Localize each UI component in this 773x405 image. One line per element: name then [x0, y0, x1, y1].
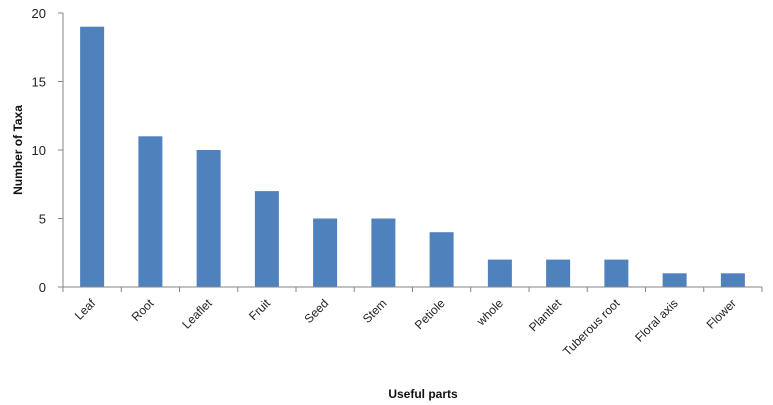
y-axis: 0 5 10 15 20: [32, 6, 64, 295]
y-tick-label: 0: [39, 280, 46, 295]
bar: [371, 218, 396, 287]
bar: [429, 232, 454, 287]
y-axis-title: Number of Taxa: [11, 105, 25, 195]
x-tick-label: Petiole: [412, 296, 448, 332]
x-axis: Leaf Root Leaflet Fruit Seed Stem Petiole whole…: [62, 286, 763, 359]
bars: [80, 26, 745, 287]
bar: [487, 259, 512, 287]
bar: [604, 259, 629, 287]
x-tick-label: Stem: [360, 296, 390, 326]
bar: [313, 218, 338, 287]
y-tick-label: 10: [32, 143, 46, 158]
bar: [720, 273, 745, 287]
bar: [546, 259, 571, 287]
x-axis-title: Useful parts: [388, 387, 458, 401]
y-tick-label: 5: [39, 212, 46, 227]
bar: [254, 191, 279, 287]
x-tick-label: Leaflet: [179, 296, 215, 332]
x-tick-label: Plantlet: [526, 296, 565, 335]
x-tick-label: Root: [129, 296, 157, 324]
x-tick-label: Floral axis: [632, 296, 681, 345]
x-tick-label: Seed: [302, 296, 332, 326]
y-tick-label: 15: [32, 75, 46, 90]
x-tick-label: Leaf: [72, 296, 99, 323]
bar: [138, 136, 163, 287]
bar: [196, 150, 221, 287]
bar: [662, 273, 687, 287]
x-tick-label: whole: [473, 296, 506, 329]
x-tick-label: Fruit: [246, 296, 273, 323]
x-tick-label: Flower: [704, 296, 739, 331]
x-tick-label: Tuberous root: [560, 296, 623, 359]
y-tick-label: 20: [32, 6, 46, 21]
bar: [80, 26, 105, 287]
